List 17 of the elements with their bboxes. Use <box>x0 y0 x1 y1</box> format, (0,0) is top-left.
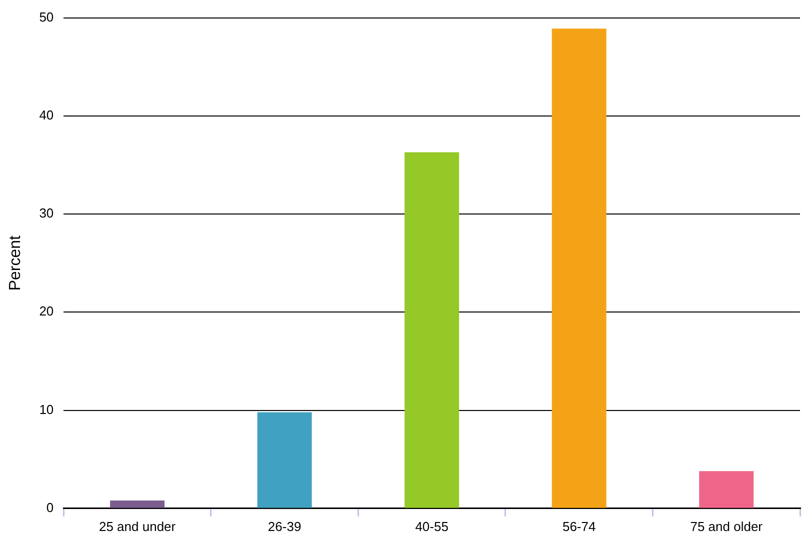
y-tick-label: 30 <box>39 206 54 221</box>
y-tick-label: 0 <box>46 500 54 515</box>
y-tick-label: 10 <box>39 402 54 417</box>
bar <box>257 412 312 508</box>
bar <box>110 500 165 508</box>
x-tick-label: 25 and under <box>98 518 176 534</box>
y-tick-label: 40 <box>39 108 54 122</box>
y-tick-label: 50 <box>39 9 54 24</box>
x-tick-label: 56-74 <box>562 518 596 534</box>
bar <box>552 28 606 508</box>
bar <box>404 152 460 508</box>
x-tick-label: 40-55 <box>415 518 448 534</box>
x-tick-label: 75 and older <box>690 518 764 534</box>
y-tick-label: 20 <box>39 304 54 319</box>
y-axis-title: Percent <box>7 234 24 291</box>
x-tick-label: 26-39 <box>268 518 302 534</box>
bar <box>699 471 754 508</box>
